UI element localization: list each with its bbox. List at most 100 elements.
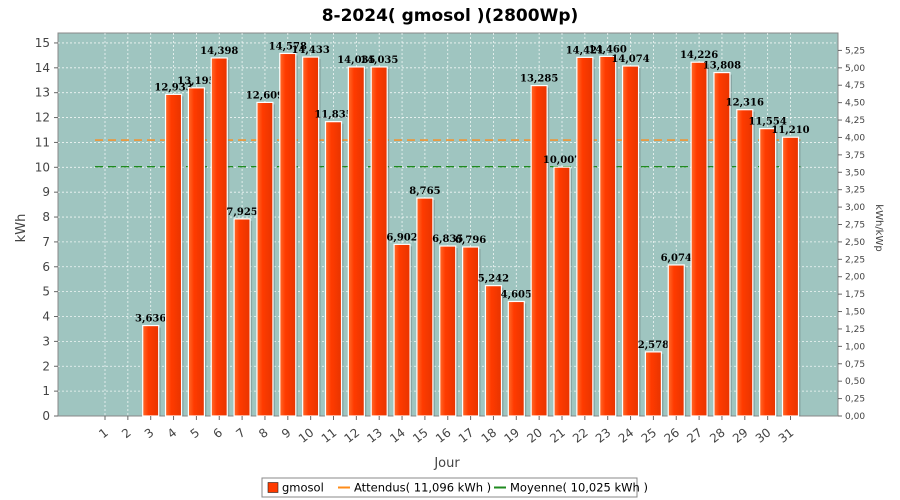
x-tick-label: 18 [479, 425, 500, 445]
bar-day-28 [713, 71, 731, 417]
data-label: 4,605 [501, 289, 532, 300]
y-tick-label: 7 [42, 235, 50, 249]
y-tick-label: 15 [35, 36, 50, 50]
data-label: 11,835 [314, 110, 352, 121]
y-right-tick-label: 1,50 [845, 308, 865, 318]
x-tick-label: 26 [661, 425, 682, 445]
x-tick-label: 14 [387, 425, 408, 445]
bar-day-13 [370, 66, 388, 417]
y-right-tick-label: 3,75 [845, 151, 865, 161]
data-label: 10,007 [543, 155, 581, 166]
x-tick-label: 22 [570, 425, 591, 445]
y-right-tick-label: 0,75 [845, 360, 865, 370]
x-tick-label: 5 [188, 425, 203, 441]
y-axis-title: kWh [14, 214, 29, 243]
bar-day-16 [439, 245, 457, 417]
data-label: 14,578 [269, 41, 307, 52]
plot-area: 01234567891011121314150,000,250,500,751,… [35, 32, 865, 446]
data-label: 14,460 [589, 44, 627, 55]
y-tick-label: 5 [42, 285, 50, 299]
y-right-tick-label: 0,00 [845, 412, 865, 422]
bar-day-22 [576, 56, 594, 417]
x-tick-label: 10 [296, 425, 317, 445]
bar-day-24 [621, 65, 640, 417]
data-label: 6,796 [455, 235, 486, 246]
x-tick-label: 16 [433, 425, 454, 445]
x-tick-label: 24 [616, 425, 637, 445]
y-tick-label: 10 [35, 160, 50, 174]
data-label: 8,765 [409, 186, 440, 197]
y-tick-label: 13 [35, 86, 50, 100]
bar-day-11 [324, 121, 343, 417]
data-label: 3,636 [135, 314, 166, 325]
y-right-tick-label: 1,00 [845, 342, 865, 352]
y-tick-label: 1 [42, 384, 50, 398]
x-tick-label: 27 [684, 425, 705, 445]
y-tick-label: 3 [42, 334, 50, 348]
x-tick-label: 13 [364, 425, 385, 445]
bar-day-5 [187, 87, 205, 417]
y-right-tick-label: 4,00 [845, 133, 865, 143]
bar-day-6 [210, 57, 228, 417]
x-tick-label: 3 [142, 425, 157, 441]
y-tick-label: 11 [35, 135, 50, 149]
x-tick-label: 9 [279, 425, 294, 441]
data-label: 6,074 [661, 253, 692, 264]
bar-day-23 [599, 55, 617, 417]
y-right-tick-label: 3,00 [845, 203, 865, 213]
x-tick-label: 1 [96, 425, 111, 441]
x-tick-label: 8 [256, 425, 271, 441]
data-label: 14,035 [337, 55, 375, 66]
x-tick-label: 7 [233, 425, 248, 441]
bar-day-21 [553, 166, 571, 417]
y-tick-label: 2 [42, 359, 50, 373]
legend-label-moyenne: Moyenne( 10,025 kWh ) [510, 481, 648, 495]
data-label: 11,210 [771, 125, 809, 136]
bar-day-27 [690, 61, 708, 417]
bar-day-18 [484, 285, 503, 417]
bar-day-15 [416, 197, 434, 417]
legend-label-attendus: Attendus( 11,096 kWh ) [354, 481, 491, 495]
y-tick-label: 4 [42, 310, 50, 324]
bar-day-25 [644, 351, 663, 417]
chart-title: 8-2024( gmosol )(2800Wp) [322, 6, 579, 26]
x-tick-label: 15 [410, 425, 431, 445]
y-tick-label: 12 [35, 111, 50, 125]
bar-day-9 [279, 52, 297, 417]
legend: gmosol Attendus( 11,096 kWh ) Moyenne( 10,… [261, 477, 648, 498]
bar-day-26 [667, 264, 685, 417]
legend-box [261, 477, 638, 498]
x-tick-label: 11 [319, 425, 340, 445]
x-tick-label: 25 [639, 425, 660, 445]
y-tick-label: 0 [42, 409, 50, 423]
y-right-tick-label: 3,25 [845, 186, 865, 196]
data-label: 14,226 [680, 50, 718, 61]
data-label: 13,808 [703, 61, 741, 72]
data-label: 12,316 [726, 98, 764, 109]
bar-day-8 [256, 101, 274, 417]
x-tick-label: 19 [501, 425, 522, 445]
data-label: 7,925 [226, 207, 257, 218]
bar-day-12 [347, 66, 365, 417]
data-label: 6,835 [432, 234, 463, 245]
x-tick-label: 20 [524, 425, 545, 445]
y-right-tick-label: 0,25 [845, 395, 865, 405]
bar-day-4 [164, 93, 183, 417]
data-label: 14,433 [292, 45, 330, 56]
bar-day-29 [736, 109, 754, 417]
y-right-tick-label: 3,50 [845, 168, 865, 178]
x-tick-label: 4 [165, 425, 180, 441]
y-right-tick-label: 2,25 [845, 255, 865, 265]
x-tick-label: 2 [119, 425, 134, 441]
y-right-tick-label: 0,50 [845, 377, 865, 387]
legend-swatch-gmosol [267, 482, 279, 493]
legend-label-gmosol: gmosol [282, 481, 324, 495]
x-tick-label: 30 [753, 425, 774, 445]
x-tick-label: 21 [547, 425, 568, 445]
bar-day-31 [781, 136, 800, 417]
data-label: 6,902 [386, 232, 417, 243]
bar-day-19 [507, 300, 525, 417]
x-tick-label: 12 [342, 425, 363, 445]
